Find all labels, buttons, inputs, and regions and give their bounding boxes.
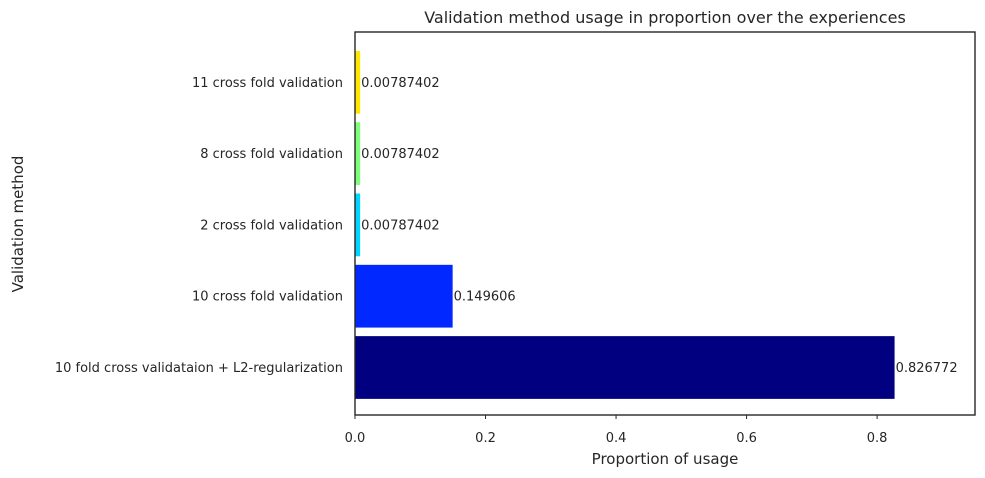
bar-2: [355, 264, 453, 328]
data-label: 0.00787402: [361, 76, 440, 91]
data-label: 0.00787402: [361, 218, 440, 233]
plot-frame: [354, 31, 976, 416]
x-tick-label: 0.0: [345, 431, 366, 446]
y-tick-label: 11 cross fold validation: [192, 76, 343, 91]
data-label: 0.00787402: [361, 147, 440, 162]
bar-3: [355, 193, 361, 257]
data-label: 0.826772: [896, 361, 958, 376]
chart-title: Validation method usage in proportion ov…: [424, 8, 906, 27]
bar-1: [355, 336, 895, 399]
bar-5: [355, 50, 361, 114]
bars-group: [355, 50, 895, 399]
data-label: 0.149606: [454, 290, 516, 305]
data-labels: 0.826772 0.149606 0.00787402 0.00787402 0.00…: [361, 76, 957, 376]
x-ticks: 0.0 0.2 0.4 0.6 0.8: [345, 415, 888, 446]
x-axis-label: Proportion of usage: [592, 450, 739, 468]
x-tick-label: 0.2: [475, 431, 496, 446]
bar-4: [355, 122, 361, 185]
y-axis-label: Validation method: [9, 156, 27, 293]
y-tick-label: 2 cross fold validation: [200, 218, 343, 233]
x-tick-label: 0.4: [606, 431, 627, 446]
x-tick-label: 0.6: [736, 431, 757, 446]
x-tick-label: 0.8: [867, 431, 888, 446]
y-tick-label: 10 fold cross validataion + L2-regulariz…: [55, 361, 343, 376]
y-tick-label: 10 cross fold validation: [192, 290, 343, 305]
y-tick-label: 8 cross fold validation: [200, 147, 343, 162]
y-tick-labels: 10 fold cross validataion + L2-regulariz…: [55, 76, 343, 376]
